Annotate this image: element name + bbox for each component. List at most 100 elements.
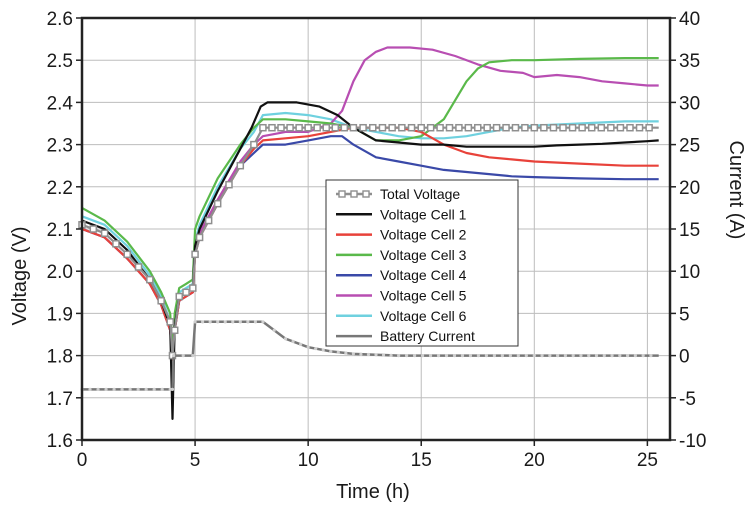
series-marker-total-voltage	[157, 296, 165, 305]
series-marker-total-voltage	[112, 240, 120, 248]
y-axis-right-label: Current (A)	[725, 141, 746, 240]
y-right-tick-label: 10	[679, 262, 700, 283]
legend: Total Voltage Voltage Cell 1 Voltage Cell …	[325, 179, 519, 347]
series-marker-battery-current	[556, 354, 560, 358]
x-tick-label: 20	[524, 450, 545, 471]
series-marker-battery-current	[532, 354, 536, 358]
series-marker-total-voltage	[540, 123, 548, 132]
x-tick-label: 0	[77, 450, 88, 471]
series-marker-battery-current	[88, 387, 92, 391]
series-marker-total-voltage	[445, 123, 454, 132]
series-marker-total-voltage	[597, 123, 606, 132]
series-marker-battery-current	[452, 354, 457, 358]
series-marker-battery-current	[381, 353, 386, 357]
series-marker-battery-current	[238, 320, 242, 324]
series-marker-battery-current	[112, 387, 116, 391]
series-marker-total-voltage	[182, 288, 190, 297]
series-marker-total-voltage	[89, 225, 98, 233]
ticks: 0 5 10 15 20 25 1.6 1.7 1.8 1.9 2.0 2.1 2.2 2.3 2.4 2.5…	[47, 9, 707, 471]
series-marker-battery-current	[344, 351, 348, 355]
y-left-tick-label: 1.9	[47, 304, 73, 325]
series-marker-battery-current	[299, 342, 303, 346]
series-marker-total-voltage	[521, 123, 529, 132]
series-marker-total-voltage	[530, 123, 539, 132]
series-marker-battery-current	[428, 354, 433, 358]
y-left-tick-label: 2.0	[47, 262, 73, 283]
y-axis-left-label: Voltage (V)	[9, 227, 31, 326]
y-left-tick-label: 1.7	[47, 389, 73, 410]
series-marker-total-voltage	[587, 123, 596, 132]
series-marker-battery-current	[540, 354, 544, 358]
legend-label-voltage-cell-2: Voltage Cell 2	[380, 227, 467, 243]
series-marker-battery-current	[191, 354, 195, 358]
legend-marker	[338, 190, 346, 198]
y-right-tick-label: 5	[679, 304, 690, 325]
series-marker-battery-current	[444, 354, 449, 358]
y-right-tick-label: 35	[679, 51, 700, 72]
series-marker-battery-current	[193, 320, 197, 324]
series-marker-total-voltage	[175, 292, 183, 301]
series-layer	[78, 46, 659, 420]
series-marker-battery-current	[571, 354, 575, 358]
series-marker-battery-current	[223, 320, 227, 324]
series-marker-battery-current	[508, 354, 512, 358]
x-axis-label: Time (h)	[336, 481, 410, 503]
series-marker-total-voltage	[277, 123, 285, 132]
series-marker-battery-current	[351, 352, 355, 356]
series-marker-total-voltage	[340, 123, 349, 132]
series-marker-total-voltage	[286, 123, 294, 132]
series-marker-battery-current	[436, 354, 441, 358]
series-marker-total-voltage	[492, 123, 501, 132]
series-marker-total-voltage	[436, 123, 444, 132]
series-marker-battery-current	[460, 354, 465, 358]
series-marker-total-voltage	[123, 250, 131, 259]
y-right-tick-label: 25	[679, 136, 700, 157]
y-right-tick-label: 0	[679, 347, 690, 368]
series-marker-battery-current	[641, 354, 645, 358]
series-marker-total-voltage	[616, 123, 625, 132]
series-marker-total-voltage	[464, 123, 473, 132]
series-marker-total-voltage	[250, 140, 258, 149]
series-marker-battery-current	[484, 354, 489, 358]
series-marker-total-voltage	[349, 123, 358, 132]
series-marker-total-voltage	[166, 318, 174, 326]
series-marker-total-voltage	[268, 123, 276, 132]
y-right-tick-label: 15	[679, 220, 700, 241]
series-marker-battery-current	[476, 354, 481, 358]
series-marker-battery-current	[412, 354, 417, 358]
series-marker-battery-current	[336, 350, 340, 354]
series-marker-total-voltage	[578, 123, 586, 132]
series-marker-battery-current	[231, 320, 235, 324]
series-marker-battery-current	[181, 354, 185, 358]
series-marker-battery-current	[261, 320, 265, 324]
series-marker-total-voltage	[378, 123, 387, 132]
y-right-tick-label: -10	[679, 431, 706, 452]
y-left-tick-label: 2.6	[47, 9, 73, 30]
series-marker-total-voltage	[100, 229, 109, 237]
series-marker-total-voltage	[549, 123, 558, 132]
series-marker-battery-current	[283, 337, 288, 341]
series-marker-battery-current	[587, 354, 591, 358]
series-marker-battery-current	[524, 354, 528, 358]
series-marker-total-voltage	[295, 123, 303, 132]
y-right-tick-label: 30	[679, 93, 700, 114]
series-marker-total-voltage	[191, 250, 199, 259]
series-marker-battery-current	[201, 320, 205, 324]
series-marker-total-voltage	[398, 123, 406, 132]
series-marker-total-voltage	[474, 123, 482, 132]
series-marker-battery-current	[314, 346, 318, 351]
legend-box	[325, 179, 519, 347]
series-marker-battery-current	[253, 320, 257, 324]
series-marker-total-voltage	[559, 123, 567, 132]
series-marker-battery-current	[618, 354, 622, 358]
series-marker-total-voltage	[189, 284, 197, 292]
series-marker-total-voltage	[236, 161, 245, 170]
series-marker-battery-current	[594, 354, 599, 358]
series-marker-total-voltage	[213, 199, 222, 208]
y-left-tick-label: 2.1	[47, 220, 73, 241]
legend-label-battery-current: Battery Current	[380, 328, 475, 344]
series-line-total-voltage	[81, 126, 659, 357]
series-marker-battery-current	[397, 354, 401, 358]
series-marker-battery-current	[633, 354, 637, 358]
